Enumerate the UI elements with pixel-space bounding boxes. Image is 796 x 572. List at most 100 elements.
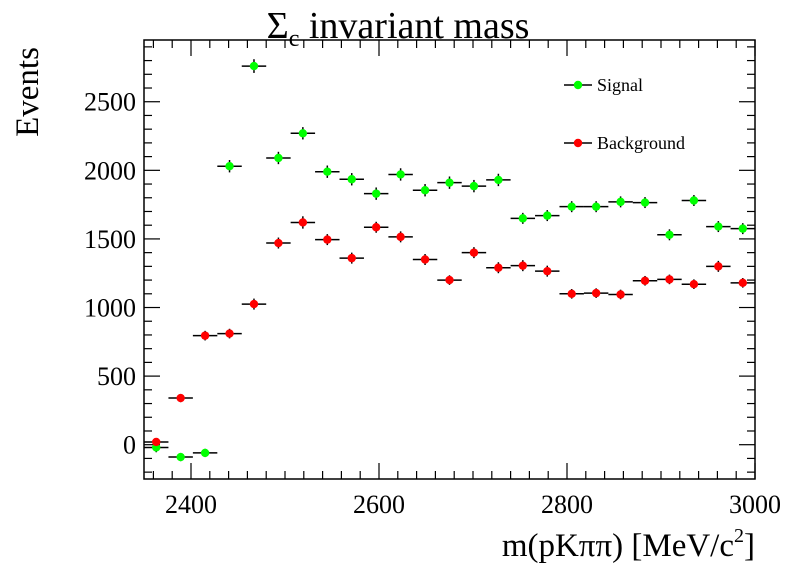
background-marker: [591, 288, 601, 298]
background-point: [388, 231, 413, 243]
legend-marker-signal: [573, 80, 583, 90]
background-point: [706, 260, 731, 272]
background-marker: [714, 262, 723, 271]
background-marker: [396, 232, 405, 242]
x-axis-label-close: ]: [744, 528, 755, 564]
y-tick-label: 2500: [84, 88, 136, 117]
background-marker: [543, 266, 552, 276]
background-marker: [298, 218, 308, 227]
x-tick-label: 2800: [541, 490, 593, 519]
data-marks: [144, 59, 755, 462]
background-point: [608, 289, 633, 300]
signal-marker: [347, 175, 356, 184]
signal-point: [583, 201, 609, 213]
signal-marker: [591, 202, 601, 211]
signal-point: [168, 452, 193, 462]
signal-marker: [714, 222, 723, 231]
signal-marker: [494, 175, 503, 185]
background-marker: [152, 437, 161, 447]
signal-point: [510, 212, 536, 224]
signal-marker: [200, 448, 210, 458]
background-point: [315, 234, 340, 246]
signal-marker: [225, 162, 234, 171]
signal-marker: [689, 196, 699, 205]
signal-point: [706, 221, 731, 233]
background-point: [535, 265, 560, 277]
y-axis-label: Events: [10, 47, 46, 137]
signal-point: [461, 179, 487, 193]
background-point: [486, 262, 511, 274]
background-marker: [469, 248, 479, 257]
background-marker: [445, 275, 454, 285]
background-marker: [347, 253, 356, 263]
signal-marker: [371, 189, 381, 198]
signal-marker: [543, 211, 552, 220]
background-point: [363, 221, 389, 233]
background-marker: [371, 223, 381, 232]
background-marker: [323, 235, 332, 244]
background-marker: [567, 289, 576, 298]
x-tick-label: 2600: [353, 490, 405, 519]
background-point: [339, 252, 364, 264]
background-point: [461, 247, 487, 259]
signal-point: [632, 197, 658, 209]
background-point: [559, 288, 584, 299]
legend-entry-signal: Signal: [564, 75, 643, 95]
signal-marker: [396, 170, 405, 179]
background-marker: [225, 329, 234, 338]
axes: 2400 2600 2800 3000 0 500 1000 1500 2000 2500: [84, 40, 781, 519]
background-point: [266, 237, 291, 249]
signal-marker: [323, 167, 332, 176]
signal-marker: [176, 452, 185, 462]
chart-title: Σc invariant mass: [267, 5, 530, 52]
signal-point: [535, 210, 560, 222]
background-point: [730, 278, 755, 288]
background-point: [412, 254, 438, 265]
background-marker: [518, 261, 528, 270]
signal-point: [657, 229, 682, 241]
signal-point: [730, 223, 755, 235]
signal-point: [339, 173, 364, 186]
signal-marker: [518, 214, 528, 223]
background-point: [681, 279, 707, 289]
signal-point: [266, 151, 291, 165]
signal-point: [681, 195, 707, 206]
signal-point: [217, 160, 242, 173]
signal-marker: [567, 202, 576, 211]
signal-point: [412, 184, 438, 197]
chart-title-symbol: Σ: [267, 5, 289, 47]
background-point: [168, 393, 193, 403]
background-point: [144, 437, 169, 447]
plot-area: [143, 39, 756, 480]
background-point: [290, 216, 316, 229]
y-tick-label: 500: [97, 362, 136, 391]
background-series: [144, 216, 755, 447]
signal-point: [608, 196, 633, 208]
signal-marker: [274, 153, 283, 163]
background-point: [241, 298, 267, 310]
signal-marker: [249, 61, 259, 71]
signal-point: [486, 173, 511, 187]
background-marker: [738, 278, 747, 288]
background-point: [510, 260, 536, 272]
x-axis-label: m(pKππ) [MeV/c2]: [502, 525, 755, 564]
signal-point: [559, 201, 584, 213]
signal-point: [315, 165, 340, 178]
chart-title-subscript: c: [289, 26, 300, 52]
background-point: [192, 330, 218, 341]
signal-marker: [665, 230, 674, 240]
signal-marker: [469, 181, 479, 191]
y-tick-label: 0: [123, 431, 136, 460]
legend-entry-background: Background: [564, 133, 685, 153]
background-marker: [420, 255, 430, 264]
legend: Signal Background: [564, 75, 685, 153]
legend-marker-background: [573, 138, 583, 148]
background-point: [632, 275, 658, 286]
legend-label-signal: Signal: [597, 75, 643, 95]
signal-point: [363, 187, 389, 200]
signal-point: [241, 59, 267, 73]
background-marker: [200, 331, 210, 340]
signal-marker: [616, 197, 625, 207]
plot-frame: [143, 39, 756, 480]
background-marker: [665, 275, 674, 284]
